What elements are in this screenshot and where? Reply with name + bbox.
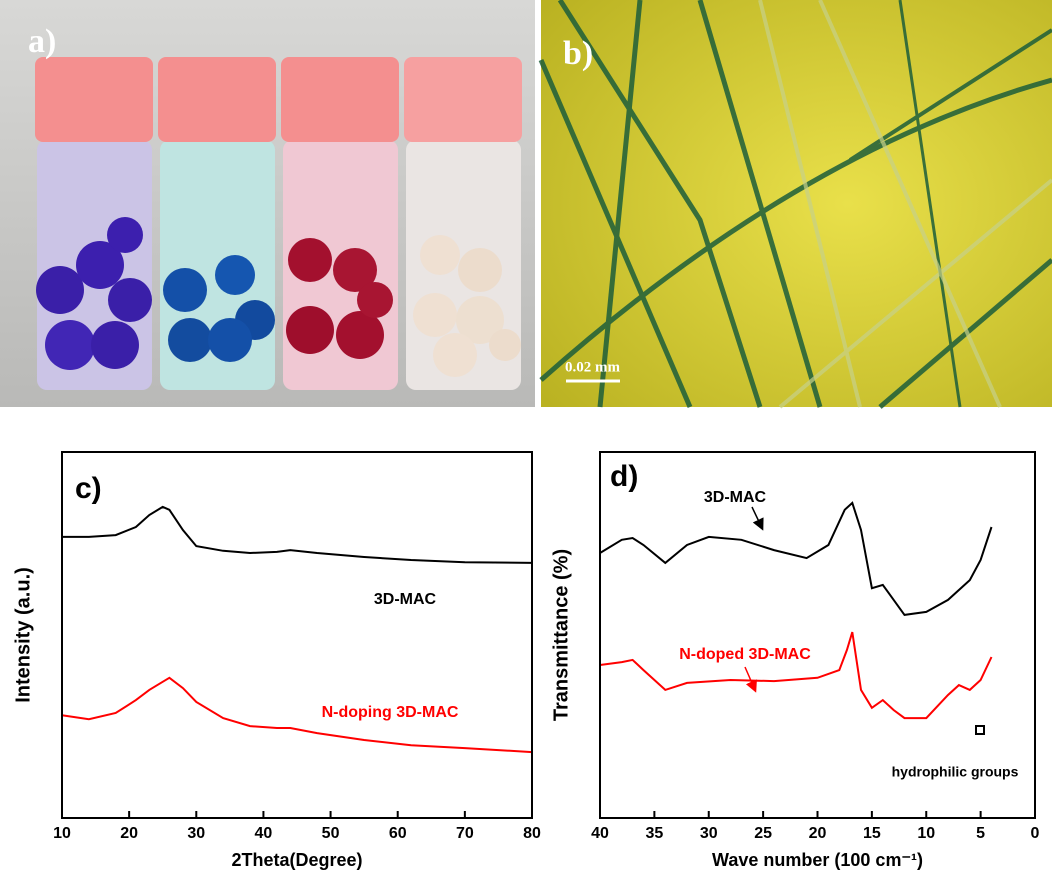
series-line bbox=[600, 503, 992, 615]
annotation: hydrophilic groups bbox=[892, 764, 1019, 780]
series-line bbox=[600, 632, 992, 718]
x-tick-label: 15 bbox=[863, 825, 881, 842]
x-tick-label: 30 bbox=[700, 825, 718, 842]
x-tick-label: 0 bbox=[1031, 825, 1040, 842]
scale-bar-label: 0.02 mm bbox=[565, 359, 620, 375]
series-label: 3D-MAC bbox=[374, 591, 437, 608]
x-tick-label: 60 bbox=[389, 825, 407, 842]
y-axis-label: Intensity (a.u.) bbox=[12, 567, 34, 703]
panel-label: a) bbox=[28, 23, 56, 60]
x-tick-label: 50 bbox=[322, 825, 340, 842]
x-tick-label: 70 bbox=[456, 825, 474, 842]
figure: a) b) 0.02 mm 3D-MAC N-doping 3D-MAC 10 20 3… bbox=[0, 0, 1052, 871]
x-tick-label: 5 bbox=[976, 825, 985, 842]
x-tick-label: 40 bbox=[255, 825, 273, 842]
photo-b: b) 0.02 mm bbox=[541, 0, 1052, 407]
series-line bbox=[62, 678, 532, 752]
x-tick-label: 30 bbox=[187, 825, 205, 842]
photo-a: a) bbox=[0, 0, 535, 407]
annotation-marker bbox=[976, 726, 984, 734]
arrow bbox=[752, 507, 762, 528]
series-label: N-doped 3D-MAC bbox=[679, 646, 811, 663]
x-tick-label: 40 bbox=[591, 825, 609, 842]
series-label: N-doping 3D-MAC bbox=[322, 704, 459, 721]
y-axis-label: Transmittance (%) bbox=[550, 549, 572, 721]
x-tick-label: 10 bbox=[917, 825, 935, 842]
x-tick-label: 10 bbox=[53, 825, 71, 842]
x-tick-label: 25 bbox=[754, 825, 772, 842]
arrow bbox=[745, 667, 755, 690]
series-label: 3D-MAC bbox=[704, 489, 767, 506]
series-line bbox=[62, 507, 532, 563]
x-axis-label: Wave number (100 cm⁻¹) bbox=[712, 850, 923, 870]
x-tick-label: 35 bbox=[645, 825, 663, 842]
x-tick-label: 20 bbox=[120, 825, 138, 842]
x-axis-label: 2Theta(Degree) bbox=[231, 850, 362, 870]
panel-label: b) bbox=[563, 35, 593, 72]
panel-label: d) bbox=[610, 460, 638, 493]
x-tick-label: 80 bbox=[523, 825, 541, 842]
plot-frame bbox=[62, 452, 532, 818]
x-tick-label: 20 bbox=[809, 825, 827, 842]
panel-label: c) bbox=[75, 472, 102, 505]
